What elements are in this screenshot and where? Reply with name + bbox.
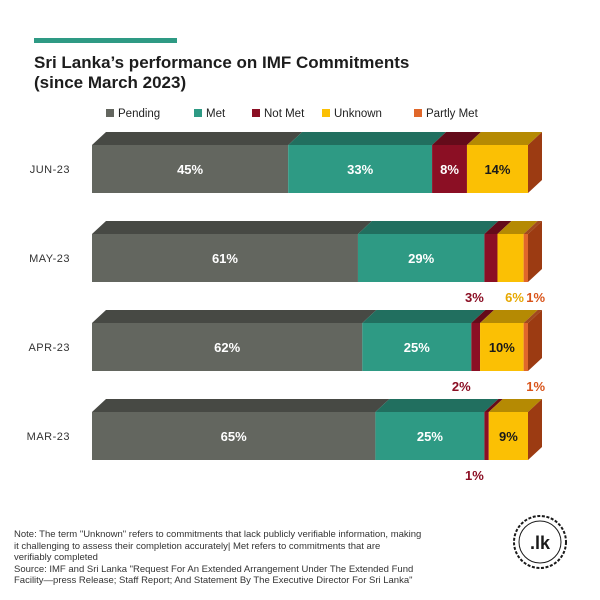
data-label-r0-s0: 45%: [177, 162, 203, 177]
logo-text: .lk: [530, 533, 551, 553]
data-label-r0-s2: 8%: [440, 162, 459, 177]
legend-swatch-4: [414, 109, 422, 117]
data-label-r3-s3: 9%: [499, 429, 518, 444]
bar-side-r1: [528, 221, 542, 282]
source-line-1: Source: IMF and Sri Lanka "Request For A…: [14, 563, 414, 575]
bar-r0-s1: [288, 145, 433, 193]
note-line-2: it challenging to assess their completio…: [14, 540, 381, 552]
bar-top-r1-s2: [484, 221, 512, 234]
data-label-r2-s1: 25%: [404, 340, 430, 355]
category-label-3: MAR-23: [27, 431, 70, 443]
bar-top-r2-s1: [362, 310, 486, 323]
bar-top-r3-s3: [488, 399, 542, 412]
data-label-r1-s3: 6%: [505, 290, 524, 305]
bar-top-r1-s4: [523, 221, 542, 234]
legend-label-4: Partly Met: [426, 108, 479, 120]
bar-r2-s1: [362, 323, 472, 371]
stacked-bar-chart: Pending Met Not Met Unknown Partly Met JUN-2…: [27, 108, 546, 483]
data-label-r1-s0: 61%: [212, 251, 238, 266]
bar-r3-s3: [488, 412, 528, 460]
data-label-r1-s2: 3%: [465, 290, 484, 305]
legend-label-0: Pending: [118, 108, 160, 120]
note-line-1: Note: The term "Unknown" refers to commi…: [14, 529, 422, 540]
bar-top-r0-s2: [432, 132, 481, 145]
bar-top-r2-s3: [480, 310, 538, 323]
legend: Pending Met Not Met Unknown Partly Met: [106, 108, 479, 120]
bar-top-r3-s0: [92, 399, 390, 412]
bar-top-r2-s2: [471, 310, 495, 323]
legend-swatch-0: [106, 109, 114, 117]
bars: JUN-23 45% 33% 8% 14%MAY-23 61% 29%3% 6% 1%APR-2…: [27, 132, 545, 483]
data-label-r2-s0: 62%: [214, 340, 240, 355]
bar-r1-s0: [92, 234, 358, 282]
lk-logo: .lk: [513, 515, 567, 569]
data-label-r1-s4: 1%: [526, 290, 545, 305]
bar-top-r3-s1: [375, 399, 499, 412]
data-label-r2-s2: 2%: [452, 379, 471, 394]
bar-r1-s1: [357, 234, 485, 282]
legend-label-3: Unknown: [334, 108, 382, 120]
data-label-r3-s2: 1%: [465, 468, 484, 483]
bar-r0-s3: [466, 145, 528, 193]
bar-top-r1-s3: [497, 221, 538, 234]
bar-top-r1-s0: [92, 221, 372, 234]
bar-top-r3-s2: [484, 399, 503, 412]
data-label-r2-s4: 1%: [526, 379, 545, 394]
source-line-2: Facility—press Release; Staff Report; An…: [14, 575, 413, 586]
legend-label-2: Not Met: [264, 108, 305, 120]
bar-r2-s0: [92, 323, 363, 371]
bar-r1-s3: [497, 234, 524, 282]
data-label-r0-s1: 33%: [347, 162, 373, 177]
bar-top-r2-s0: [92, 310, 377, 323]
category-label-1: MAY-23: [29, 253, 70, 265]
bar-top-r0-s1: [288, 132, 447, 145]
bar-top-r0-s0: [92, 132, 303, 145]
legend-swatch-3: [322, 109, 330, 117]
bar-r0-s0: [92, 145, 289, 193]
bar-r0-s2: [432, 145, 467, 193]
title-line-1: Sri Lanka’s performance on IMF Commitmen…: [34, 53, 410, 72]
legend-label-1: Met: [206, 108, 226, 120]
bar-r1-s2: [484, 234, 498, 282]
bar-r3-s0: [92, 412, 376, 460]
bar-r2-s4: [523, 323, 528, 371]
data-label-r3-s0: 65%: [221, 429, 247, 444]
data-label-r2-s3: 10%: [489, 340, 515, 355]
bar-r2-s3: [480, 323, 524, 371]
bar-r3-s2: [484, 412, 489, 460]
note-line-3: verifiably completed: [14, 552, 98, 563]
data-label-r1-s1: 29%: [408, 251, 434, 266]
title-accent-bar: [34, 38, 177, 43]
bar-top-r2-s4: [523, 310, 542, 323]
title-line-2: (since March 2023): [34, 73, 187, 92]
bar-r3-s1: [375, 412, 485, 460]
bar-side-r3: [528, 399, 542, 460]
chart-title: Sri Lanka’s performance on IMF Commitmen…: [34, 53, 454, 93]
data-label-r3-s1: 25%: [417, 429, 443, 444]
footnote: Note: The term "Unknown" refers to commi…: [14, 529, 484, 587]
bar-r2-s2: [471, 323, 481, 371]
bar-top-r0-s3: [466, 132, 542, 145]
bar-top-r1-s1: [357, 221, 499, 234]
category-label-2: APR-23: [28, 342, 70, 354]
legend-swatch-1: [194, 109, 202, 117]
data-label-r0-s3: 14%: [484, 162, 510, 177]
legend-swatch-2: [252, 109, 260, 117]
bar-side-r2: [528, 310, 542, 371]
category-label-0: JUN-23: [30, 164, 70, 176]
bar-side-r0: [528, 132, 542, 193]
bar-r1-s4: [523, 234, 528, 282]
